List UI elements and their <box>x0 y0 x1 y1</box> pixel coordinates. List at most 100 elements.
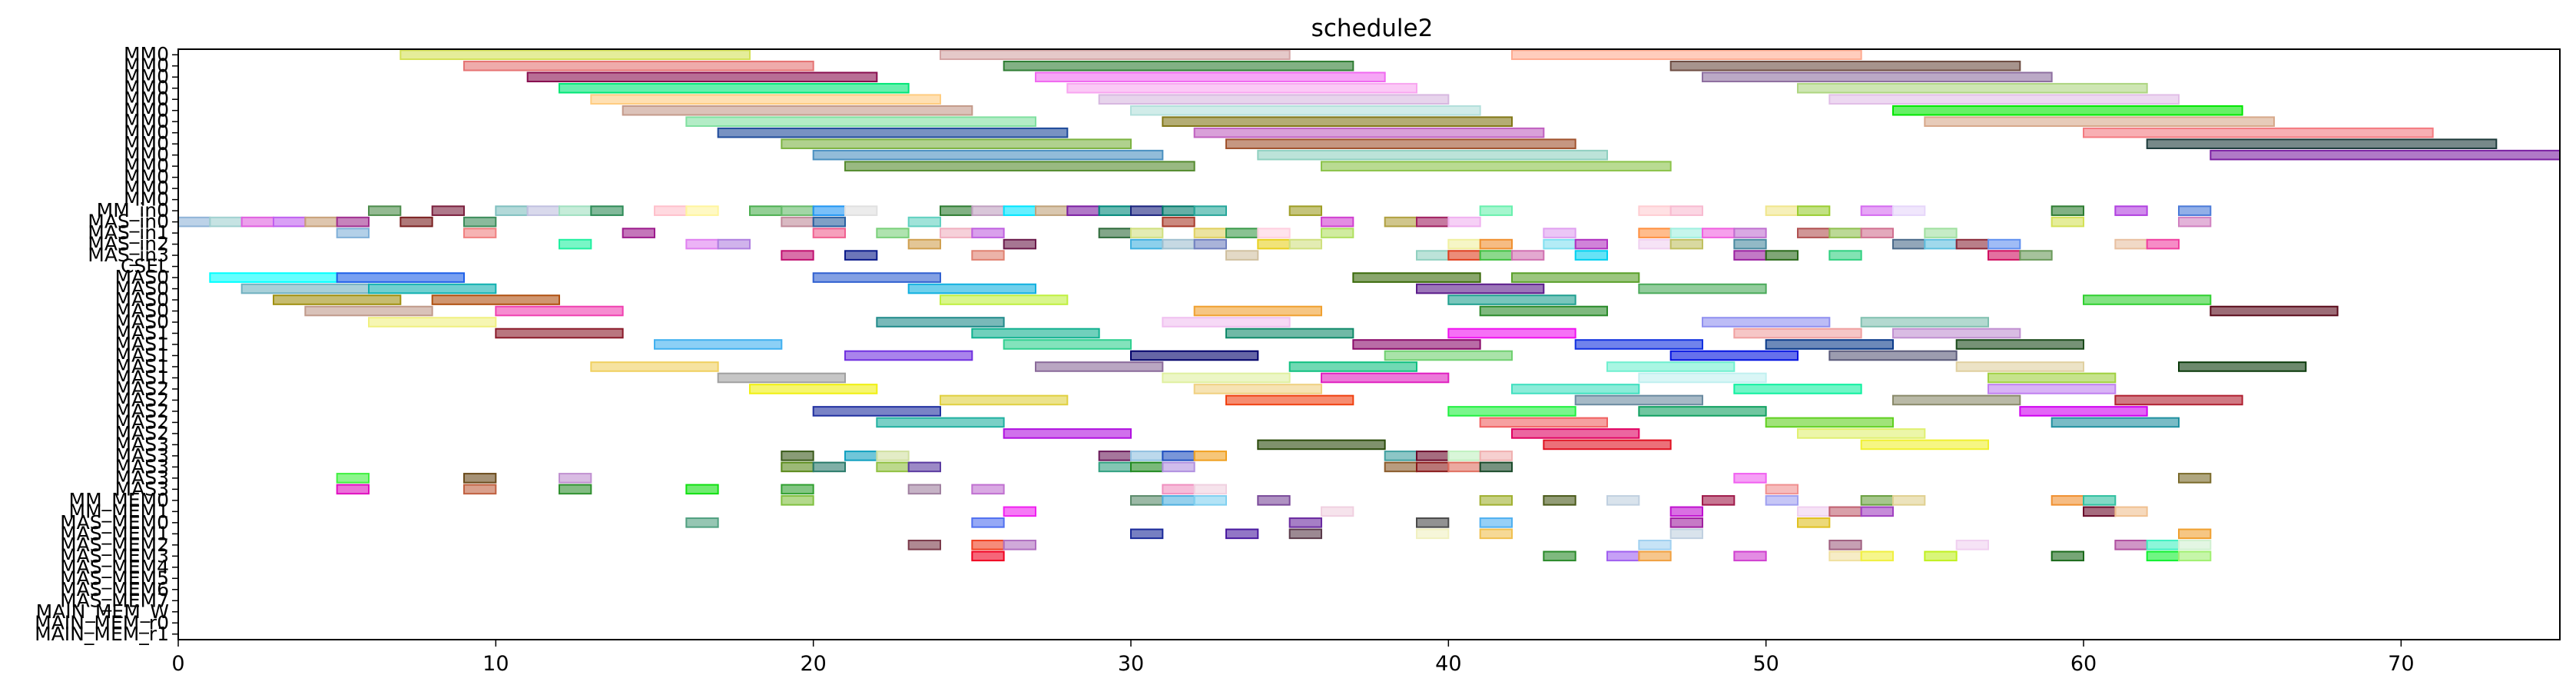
task-bar <box>876 317 1005 328</box>
task-bar <box>781 138 1132 149</box>
task-bar <box>399 49 751 61</box>
x-tick-label: 50 <box>1752 652 1779 676</box>
task-bar <box>559 82 910 94</box>
task-bar <box>1860 317 1989 328</box>
y-tick-label: MAS3 <box>115 477 169 500</box>
task-bar <box>1225 250 1259 261</box>
task-bar <box>1733 328 1862 339</box>
task-bar <box>1797 506 1831 517</box>
x-tick-label: 10 <box>482 652 509 676</box>
y-tick-label: MAS0 <box>115 266 169 288</box>
task-bar <box>304 216 338 228</box>
task-bar <box>1638 283 1767 294</box>
task-bar <box>1733 473 1767 484</box>
task-bar <box>209 272 338 283</box>
task-bar <box>1257 495 1291 506</box>
task-bar <box>1447 461 1481 473</box>
task-bar <box>876 228 910 238</box>
task-bar <box>971 250 1005 261</box>
task-bar <box>749 384 878 394</box>
y-tick-label: MAS0 <box>115 278 169 300</box>
y-tick-label: MM0 <box>124 144 169 166</box>
task-bar <box>336 228 370 238</box>
task-bar <box>1416 250 1450 261</box>
task-bar <box>1193 451 1228 461</box>
task-bar <box>1384 350 1513 361</box>
task-bar <box>1892 238 1926 250</box>
task-bar <box>781 216 814 228</box>
task-bar <box>1638 205 1672 216</box>
task-bar <box>781 461 814 473</box>
task-bar <box>431 294 560 305</box>
task-bar <box>1130 461 1164 473</box>
task-bar <box>781 451 814 461</box>
task-bar <box>1733 238 1767 250</box>
x-tick-label: 30 <box>1118 652 1144 676</box>
task-bar <box>463 228 497 238</box>
task-bar <box>2178 216 2212 228</box>
task-bar <box>1321 216 1354 228</box>
task-bar <box>1733 228 1767 238</box>
task-bar <box>1765 250 1799 261</box>
task-bar <box>1447 406 1576 417</box>
task-bar <box>2178 205 2212 216</box>
task-bar <box>1098 228 1132 238</box>
task-bar <box>1988 372 2117 384</box>
task-bar <box>1162 205 1195 216</box>
task-bar <box>1257 238 1291 250</box>
y-tick-label: MAS_in0 <box>88 211 169 233</box>
task-bar <box>2083 495 2117 506</box>
task-bar <box>1003 60 1354 71</box>
task-bar <box>463 60 814 71</box>
task-bar <box>1606 361 1736 372</box>
task-bar <box>971 550 1005 562</box>
task-bar <box>2114 205 2148 216</box>
task-bar <box>1702 317 1831 328</box>
task-bar <box>1828 506 1862 517</box>
task-bar <box>2051 216 2084 228</box>
task-bar <box>1288 517 1323 528</box>
task-bar <box>1511 250 1545 261</box>
task-bar <box>1702 71 2053 83</box>
task-bar <box>717 372 846 384</box>
task-bar <box>1130 205 1164 216</box>
task-bar <box>2178 540 2212 550</box>
task-bar <box>1130 238 1164 250</box>
task-bar <box>907 484 942 495</box>
task-bar <box>336 484 370 495</box>
task-bar <box>1638 540 1672 550</box>
task-bar <box>1003 238 1037 250</box>
x-tick-label: 70 <box>2388 652 2414 676</box>
task-bar <box>1479 417 1609 428</box>
task-bar <box>654 205 688 216</box>
task-bar <box>1669 517 1703 528</box>
task-bar <box>1860 495 1894 506</box>
task-bar <box>685 116 1037 127</box>
task-bar <box>559 473 592 484</box>
task-bar <box>907 461 942 473</box>
task-bar <box>1225 328 1354 339</box>
y-tick-label: MAS_MEM6 <box>60 578 169 600</box>
task-bar <box>2083 294 2212 305</box>
task-bar <box>1988 384 2117 394</box>
task-bar <box>1892 105 2243 116</box>
task-bar <box>1574 394 1703 406</box>
task-bar <box>622 228 655 238</box>
task-bar <box>1352 272 1481 283</box>
task-bar <box>1955 540 1989 550</box>
y-tick-label: MM0 <box>124 188 169 211</box>
y-tick-label: MM0 <box>124 110 169 132</box>
y-tick-label: MAS_MEM5 <box>60 567 169 589</box>
y-tick-label: MAS3 <box>115 455 169 477</box>
task-bar <box>971 484 1005 495</box>
task-bar <box>812 149 1164 161</box>
task-bar <box>1765 495 1799 506</box>
task-bar <box>1669 350 1799 361</box>
task-bar <box>1193 205 1228 216</box>
y-tick-label: MM0 <box>124 55 169 77</box>
task-bar <box>1479 517 1513 528</box>
task-bar <box>1162 372 1291 384</box>
task-bar <box>1828 228 1862 238</box>
task-bar <box>2146 138 2498 149</box>
